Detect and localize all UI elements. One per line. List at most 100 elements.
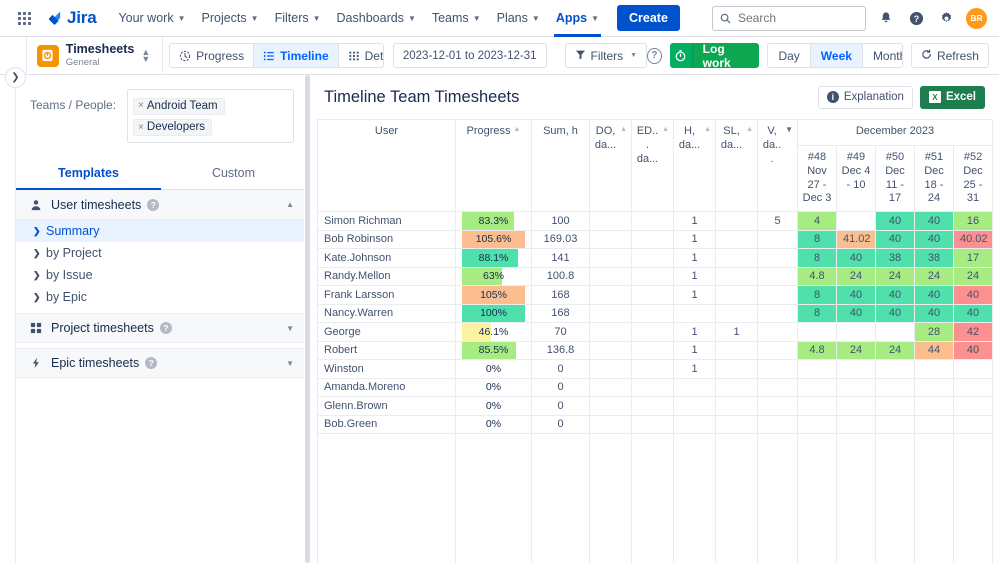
table-row[interactable]: Randy.Mellon 63% 100.8 1 4.8 24 24 24 24	[317, 266, 994, 286]
excel-export-button[interactable]: X Excel	[919, 85, 985, 109]
sort-asc-icon[interactable]: ▲	[513, 126, 521, 133]
nav-item-projects[interactable]: Projects ▼	[194, 0, 267, 37]
cell-week-49[interactable]: 40	[836, 303, 876, 323]
expand-sidebar-button[interactable]: ❯	[5, 67, 26, 88]
cell-week-50[interactable]	[875, 359, 915, 379]
cell-week-48[interactable]	[797, 359, 837, 379]
timer-icon[interactable]	[669, 43, 693, 68]
cell-week-51[interactable]	[914, 414, 954, 434]
group-epic-timesheets[interactable]: Epic timesheets ? ▼	[16, 348, 306, 378]
sort-desc-icon[interactable]: ▼	[785, 125, 793, 134]
table-row[interactable]: Simon Richman 83.3% 100 1 5 4 40 40 16	[317, 211, 994, 231]
cell-week-48[interactable]: 8	[797, 229, 837, 249]
settings-gear-icon[interactable]	[936, 8, 956, 28]
product-switcher-icon[interactable]: ▲ ▼	[141, 47, 151, 64]
cell-week-51[interactable]: 40	[914, 211, 954, 231]
col-header-sl[interactable]: SL, da... ▲	[715, 119, 758, 212]
group-user-timesheets[interactable]: User timesheets ? ▲	[16, 190, 306, 220]
week-header-48[interactable]: #48 Nov 27 - Dec 3	[797, 145, 837, 212]
log-work-button[interactable]: Log work	[669, 43, 760, 68]
cell-week-50[interactable]	[875, 377, 915, 397]
cell-week-52[interactable]: 24	[952, 266, 994, 286]
table-row[interactable]: Bob Robinson 105.6% 169.03 1 8 41.02 40 40 40.02	[317, 229, 994, 249]
cell-week-52[interactable]: 17	[952, 248, 994, 268]
cell-week-48[interactable]	[797, 414, 837, 434]
remove-token-icon[interactable]: ×	[138, 121, 144, 133]
tab-custom[interactable]: Custom	[211, 166, 256, 180]
nav-item-filters[interactable]: Filters ▼	[267, 0, 329, 37]
sidebar-item-by-epic[interactable]: ❯ by Epic	[16, 286, 306, 308]
tab-timeline[interactable]: Timeline	[254, 44, 339, 67]
cell-week-49[interactable]: 41.02	[836, 229, 876, 249]
cell-week-52[interactable]: 42	[952, 322, 994, 342]
cell-week-52[interactable]: 16	[952, 211, 994, 231]
cell-week-50[interactable]: 40	[875, 229, 915, 249]
token-developers[interactable]: × Developers	[133, 119, 213, 136]
cell-week-51[interactable]	[914, 396, 954, 416]
cell-week-48[interactable]	[797, 396, 837, 416]
col-header-v[interactable]: V, da... ▼	[757, 119, 798, 212]
nav-item-apps[interactable]: Apps ▼	[548, 0, 607, 37]
sort-asc-icon[interactable]: ▲	[704, 126, 711, 133]
sidebar-scrollbar[interactable]	[304, 75, 311, 563]
cell-week-51[interactable]: 40	[914, 229, 954, 249]
col-header-do[interactable]: DO, da... ▲	[589, 119, 632, 212]
table-row[interactable]: Frank Larsson 105% 168 1 8 40 40 40 40	[317, 285, 994, 305]
period-day[interactable]: Day	[768, 44, 811, 67]
cell-week-49[interactable]	[836, 211, 876, 231]
cell-week-50[interactable]	[875, 322, 915, 342]
sidebar-item-summary[interactable]: ❯ Summary	[16, 220, 306, 242]
cell-week-50[interactable]	[875, 396, 915, 416]
cell-week-50[interactable]: 38	[875, 248, 915, 268]
cell-week-48[interactable]: 8	[797, 285, 837, 305]
col-header-user[interactable]: User	[317, 119, 456, 212]
cell-week-51[interactable]	[914, 359, 954, 379]
table-row[interactable]: Bob.Green 0% 0	[317, 414, 994, 434]
cell-week-50[interactable]: 40	[875, 303, 915, 323]
jira-logo[interactable]: Jira	[46, 8, 97, 28]
group-project-timesheets[interactable]: Project timesheets ? ▼	[16, 313, 306, 343]
sort-asc-icon[interactable]: ▲	[746, 126, 753, 133]
create-button[interactable]: Create	[616, 5, 680, 31]
period-month[interactable]: Month	[862, 44, 902, 67]
week-header-50[interactable]: #50 Dec 11 - 17	[875, 145, 915, 212]
cell-week-52[interactable]	[952, 359, 994, 379]
cell-user[interactable]: Simon Richman	[317, 211, 456, 231]
col-header-ed[interactable]: ED... da... ▲	[631, 119, 674, 212]
cell-week-51[interactable]: 40	[914, 285, 954, 305]
help-icon[interactable]: ?	[147, 198, 160, 211]
table-row[interactable]: Robert 85.5% 136.8 1 4.8 24 24 44 40	[317, 340, 994, 360]
teams-people-input[interactable]: × Android Team × Developers	[127, 89, 294, 143]
cell-week-50[interactable]: 40	[875, 211, 915, 231]
nav-item-your-work[interactable]: Your work ▼	[110, 0, 193, 37]
nav-item-plans[interactable]: Plans ▼	[489, 0, 548, 37]
cell-week-52[interactable]: 40	[952, 285, 994, 305]
cell-user[interactable]: Glenn.Brown	[317, 396, 456, 416]
cell-week-52[interactable]	[952, 414, 994, 434]
cell-week-49[interactable]	[836, 396, 876, 416]
cell-week-49[interactable]	[836, 377, 876, 397]
cell-week-52[interactable]	[952, 396, 994, 416]
col-header-progress[interactable]: Progress ▲	[455, 119, 532, 212]
cell-week-52[interactable]	[952, 377, 994, 397]
help-icon[interactable]: ?	[145, 357, 158, 369]
cell-week-52[interactable]: 40	[952, 340, 994, 360]
cell-week-48[interactable]: 4.8	[797, 340, 837, 360]
cell-week-48[interactable]: 4.8	[797, 266, 837, 286]
cell-user[interactable]: George	[317, 322, 456, 342]
product-title[interactable]: Timesheets General ▲ ▼	[27, 37, 158, 75]
cell-week-51[interactable]: 38	[914, 248, 954, 268]
sidebar-scrollbar-thumb[interactable]	[305, 75, 310, 563]
cell-week-49[interactable]	[836, 359, 876, 379]
cell-week-51[interactable]: 44	[914, 340, 954, 360]
explanation-button[interactable]: i Explanation	[817, 85, 913, 109]
table-row[interactable]: Amanda.Moreno 0% 0	[317, 377, 994, 397]
cell-week-50[interactable]: 24	[875, 266, 915, 286]
global-search[interactable]	[712, 5, 866, 31]
tab-progress[interactable]: Progress	[170, 44, 255, 67]
cell-week-51[interactable]: 40	[914, 303, 954, 323]
tab-detailed[interactable]: Detailed	[338, 44, 383, 67]
cell-user[interactable]: Amanda.Moreno	[317, 377, 456, 397]
cell-week-49[interactable]: 40	[836, 248, 876, 268]
cell-week-48[interactable]: 8	[797, 248, 837, 268]
